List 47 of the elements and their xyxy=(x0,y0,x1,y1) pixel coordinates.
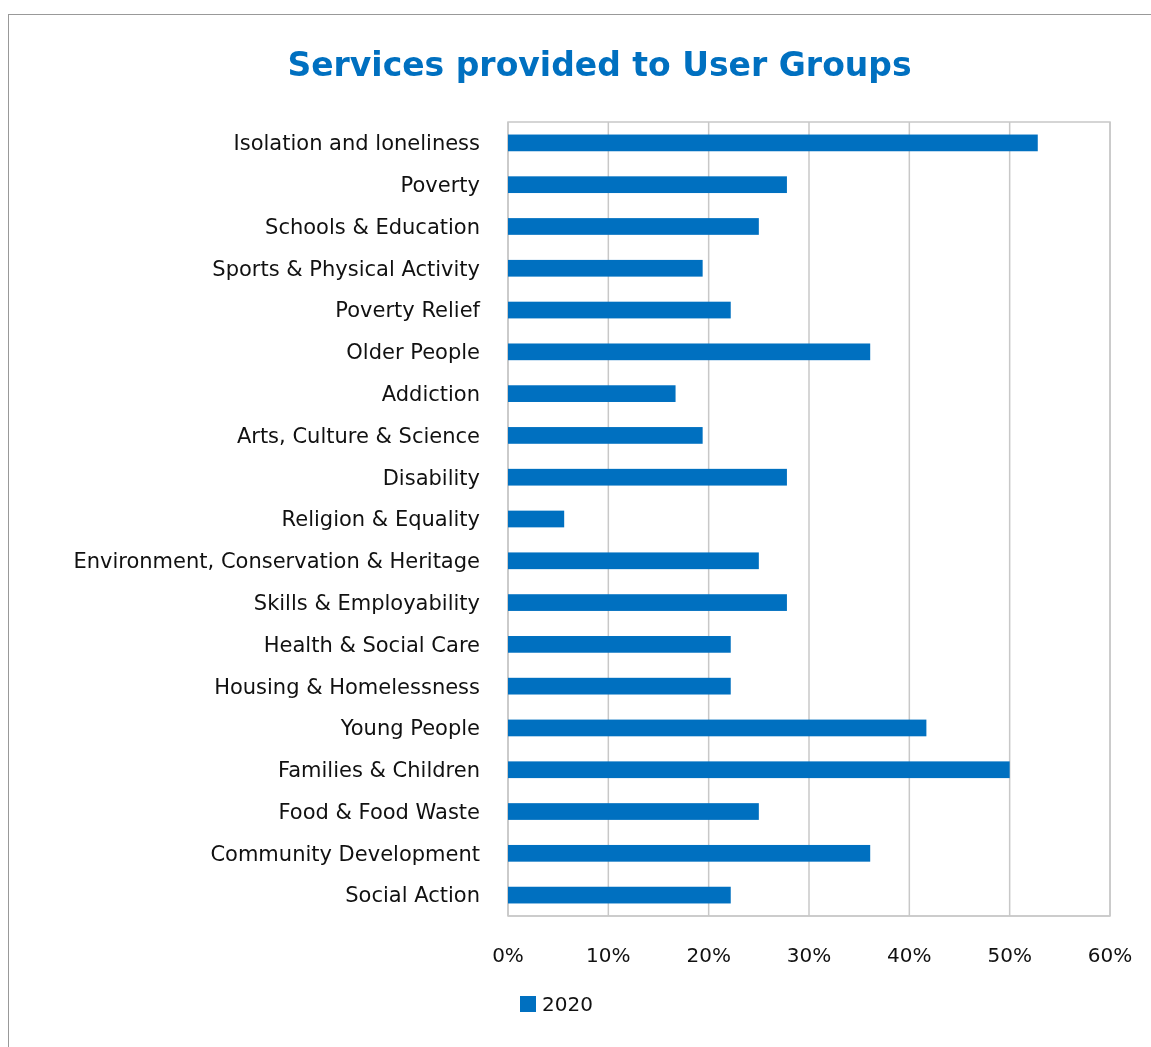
x-tick-label: 0% xyxy=(492,943,524,967)
bar xyxy=(508,468,787,486)
y-tick-label: Social Action xyxy=(345,883,480,908)
x-tick-label: 30% xyxy=(786,943,832,967)
bar xyxy=(508,510,565,528)
bar xyxy=(508,343,871,361)
bar xyxy=(508,886,731,904)
y-tick-label: Addiction xyxy=(381,381,480,406)
bar xyxy=(508,301,731,319)
bar xyxy=(508,218,759,235)
y-tick-label: Religion & Equality xyxy=(281,507,480,532)
bar xyxy=(508,761,1010,779)
bar xyxy=(508,176,787,194)
chart-title: Services provided to User Groups xyxy=(287,45,912,84)
bar xyxy=(508,552,759,570)
y-tick-label: Isolation and loneliness xyxy=(233,131,480,156)
y-tick-label: Poverty Relief xyxy=(335,298,481,323)
bar xyxy=(508,427,703,444)
bar xyxy=(508,677,731,695)
x-tick-label: 60% xyxy=(1087,943,1133,967)
bar xyxy=(508,719,927,737)
y-tick-label: Health & Social Care xyxy=(263,632,480,657)
y-tick-label: Arts, Culture & Science xyxy=(236,423,480,448)
bar xyxy=(508,803,759,820)
bar xyxy=(508,259,703,277)
y-tick-label: Families & Children xyxy=(278,758,480,783)
y-tick-label: Skills & Employability xyxy=(253,590,480,615)
bar xyxy=(508,844,871,862)
x-tick-label: 40% xyxy=(887,943,932,967)
y-tick-label: Food & Food Waste xyxy=(278,799,480,824)
y-tick-label: Young People xyxy=(339,716,480,741)
bar xyxy=(508,594,787,611)
bar xyxy=(508,636,731,653)
legend-label: 2020 xyxy=(542,992,593,1016)
y-tick-label: Poverty xyxy=(400,173,480,198)
y-tick-label: Schools & Education xyxy=(265,214,480,239)
y-tick-label: Community Development xyxy=(210,841,480,866)
x-tick-label: 10% xyxy=(586,943,631,967)
bar xyxy=(508,134,1038,152)
bar xyxy=(508,385,676,402)
y-tick-label: Sports & Physical Activity xyxy=(212,256,480,281)
y-tick-label: Disability xyxy=(382,465,480,490)
x-tick-label: 20% xyxy=(686,943,731,967)
y-tick-label: Environment, Conservation & Heritage xyxy=(73,549,480,574)
y-tick-label: Housing & Homelessness xyxy=(214,674,480,699)
y-tick-label: Older People xyxy=(346,340,480,365)
x-tick-label: 50% xyxy=(987,943,1032,967)
